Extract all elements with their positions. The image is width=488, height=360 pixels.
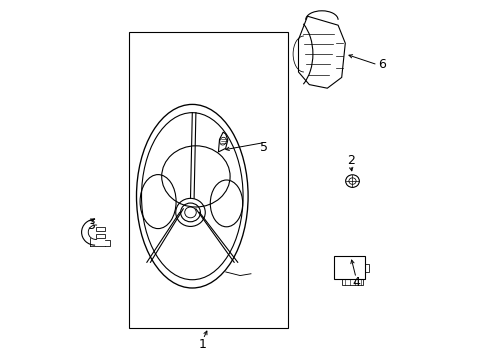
Ellipse shape — [136, 104, 247, 288]
Text: 3: 3 — [87, 219, 95, 231]
Text: 5: 5 — [260, 141, 268, 154]
Bar — [129, 32, 287, 328]
Text: 2: 2 — [346, 154, 354, 167]
Text: 6: 6 — [377, 58, 385, 71]
Bar — [341, 279, 363, 285]
Bar — [365, 264, 368, 272]
Bar — [96, 234, 104, 238]
Polygon shape — [298, 16, 345, 88]
Bar — [96, 227, 104, 231]
Text: 4: 4 — [351, 276, 359, 289]
Text: 1: 1 — [199, 338, 206, 351]
Bar — [334, 256, 365, 279]
